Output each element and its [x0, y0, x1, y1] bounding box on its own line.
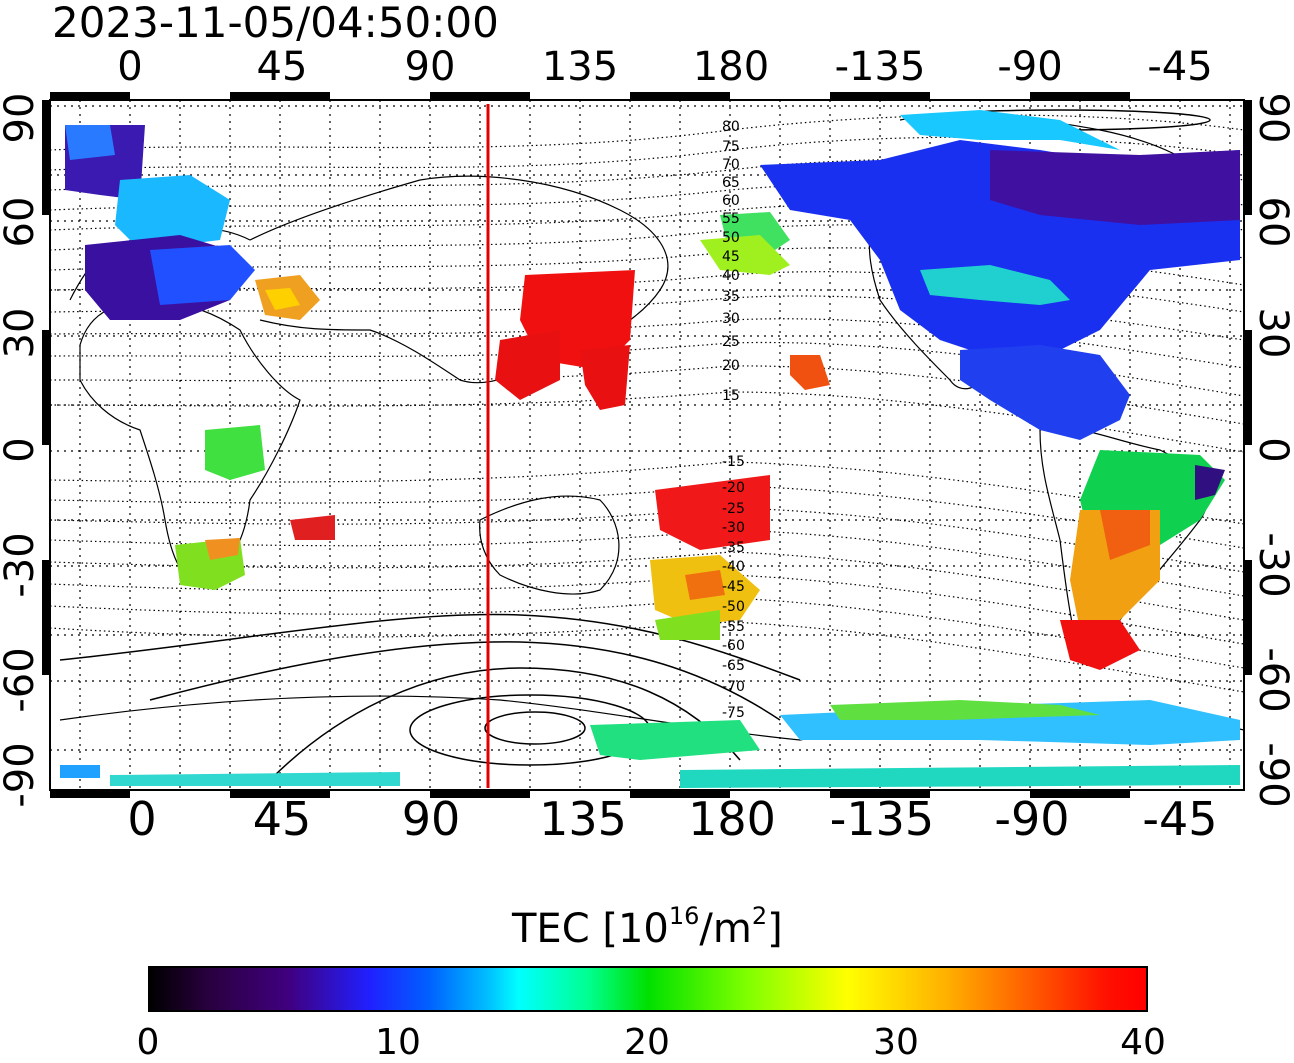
- maglat-label: 75: [722, 139, 740, 155]
- maglat-label: 50: [722, 230, 740, 246]
- maglat-label: -50: [722, 599, 745, 615]
- colorbar-title-exponent2: 2: [751, 902, 768, 930]
- lat-tick-right: -30: [1250, 532, 1294, 598]
- lon-tick-top: -90: [997, 44, 1063, 90]
- maglat-label: -25: [722, 501, 745, 517]
- maglat-label: -70: [722, 679, 745, 695]
- lat-tick-right: 0: [1250, 437, 1294, 463]
- lon-tick-bottom: -45: [1142, 792, 1218, 846]
- lat-tick-left: 60: [0, 196, 43, 248]
- lon-tick-bottom: -90: [994, 792, 1070, 846]
- lat-tick-right: 60: [1250, 196, 1294, 248]
- lon-tick-top: 180: [692, 44, 770, 90]
- lon-tick-bottom: 90: [401, 792, 461, 846]
- lat-tick-right: -90: [1250, 742, 1294, 808]
- colorbar-tick: 10: [375, 1022, 421, 1063]
- maglat-label: -45: [722, 579, 745, 595]
- colorbar-title: TEC [1016/m2]: [512, 902, 783, 952]
- lat-tick-right: 90: [1250, 92, 1294, 144]
- lat-tick-left: 0: [0, 437, 43, 463]
- lat-tick-left: 30: [0, 307, 43, 359]
- colorbar-title-main: TEC [10: [512, 906, 669, 952]
- maglat-labels-south: -15 -20 -25 -30 -35 -40 -45 -50 -55 -60 …: [722, 454, 745, 721]
- colorbar: [148, 966, 1148, 1012]
- lon-tick-bottom: 0: [127, 792, 157, 846]
- colorbar-tick: 20: [624, 1022, 670, 1063]
- colorbar-title-exponent: 16: [668, 902, 700, 930]
- lon-tick-bottom: 135: [539, 792, 627, 846]
- colorbar-title-unit: /m: [699, 906, 752, 952]
- maglat-label: -40: [722, 559, 745, 575]
- maglat-label: -20: [722, 480, 745, 496]
- maglat-label: 80: [722, 119, 740, 135]
- lon-tick-top: 45: [256, 44, 308, 90]
- maglat-label: 25: [722, 334, 740, 350]
- maglat-label: 40: [722, 268, 740, 284]
- lat-tick-left: -90: [0, 742, 43, 808]
- tec-data-patches: [60, 110, 1240, 788]
- lat-tick-right: 30: [1250, 307, 1294, 359]
- lon-tick-top: 0: [117, 44, 143, 90]
- magnetic-latitude-contours: [50, 114, 1244, 693]
- maglat-label: 70: [722, 157, 740, 173]
- maglat-label: -15: [722, 454, 745, 470]
- maglat-label: 30: [722, 311, 740, 327]
- maglat-label: 60: [722, 193, 740, 209]
- lat-tick-left: -60: [0, 647, 43, 713]
- lon-tick-top: -135: [834, 44, 926, 90]
- colorbar-title-end: ]: [767, 906, 783, 952]
- maglat-label: 35: [722, 289, 740, 305]
- colorbar-tick: 30: [873, 1022, 919, 1063]
- lon-tick-bottom: 45: [252, 792, 312, 846]
- maglat-label: -30: [722, 520, 745, 536]
- lon-tick-top: 90: [404, 44, 456, 90]
- colorbar-tick: 40: [1120, 1022, 1166, 1063]
- maglat-label: 55: [722, 211, 740, 227]
- polar-contours: [59, 109, 1211, 781]
- lon-tick-bottom: -135: [829, 792, 935, 846]
- maglat-label: 65: [722, 175, 740, 191]
- lat-tick-left: 90: [0, 92, 43, 144]
- maglat-label: -35: [722, 540, 745, 556]
- maglat-labels-north: 80 75 70 65 60 55 50 45 40 35 30 25 20 1…: [722, 119, 740, 404]
- maglat-label: -60: [722, 638, 745, 654]
- maglat-label: -55: [722, 619, 745, 635]
- colorbar-tick: 0: [136, 1022, 160, 1063]
- frame-bands: [42, 92, 1252, 798]
- maglat-label: 20: [722, 358, 740, 374]
- lon-tick-top: 135: [541, 44, 619, 90]
- lon-tick-top: -45: [1147, 44, 1213, 90]
- lon-tick-bottom: 180: [688, 792, 776, 846]
- maglat-label: 15: [722, 388, 740, 404]
- lat-tick-left: -30: [0, 532, 43, 598]
- maglat-label: 45: [722, 249, 740, 265]
- lat-tick-right: -60: [1250, 647, 1294, 713]
- maglat-label: -65: [722, 658, 745, 674]
- timestamp-title: 2023-11-05/04:50:00: [52, 0, 499, 47]
- maglat-label: -75: [722, 705, 745, 721]
